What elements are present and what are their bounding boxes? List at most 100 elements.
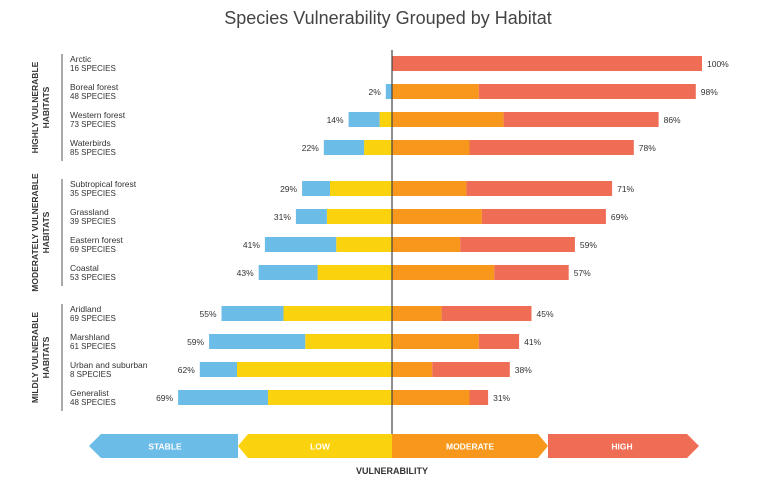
stable-bar <box>258 265 318 280</box>
legend-high-arrow <box>548 434 699 458</box>
group-label-line: HABITATS <box>41 336 51 378</box>
chart-title: Species Vulnerability Grouped by Habitat <box>224 8 552 28</box>
high-bar <box>494 265 569 280</box>
habitat-name: Urban and suburban <box>70 360 148 370</box>
species-count: 85 SPECIES <box>70 148 116 157</box>
right-percent-label: 98% <box>701 87 718 97</box>
moderate-bar <box>392 181 467 196</box>
stable-bar <box>221 306 284 321</box>
group-label: HIGHLY VULNERABLE HABITATS <box>30 61 51 153</box>
high-bar <box>469 140 634 155</box>
left-percent-label: 22% <box>302 143 319 153</box>
species-count: 69 SPECIES <box>70 314 116 323</box>
group-label-line: MILDLY VULNERABLE <box>30 312 40 403</box>
legend-label: HIGH <box>611 442 632 452</box>
high-bar <box>481 209 606 224</box>
left-percent-label: 62% <box>178 365 195 375</box>
stable-bar <box>295 209 327 224</box>
left-percent-label: 69% <box>156 393 173 403</box>
high-bar <box>432 362 510 377</box>
high-bar <box>503 112 659 127</box>
habitat-name: Coastal <box>70 263 99 273</box>
stable-bar <box>178 390 268 405</box>
left-percent-label: 59% <box>187 337 204 347</box>
left-percent-label: 43% <box>237 268 254 278</box>
left-percent-label: 14% <box>327 115 344 125</box>
habitat-name: Marshland <box>70 332 110 342</box>
right-percent-label: 69% <box>611 212 628 222</box>
legend-moderate-arrow <box>392 434 548 458</box>
right-percent-label: 71% <box>617 184 634 194</box>
species-count: 53 SPECIES <box>70 273 116 282</box>
high-bar <box>466 181 613 196</box>
low-bar <box>336 237 392 252</box>
right-percent-label: 41% <box>524 337 541 347</box>
species-count: 16 SPECIES <box>70 64 116 73</box>
species-count: 8 SPECIES <box>70 370 111 379</box>
species-count: 69 SPECIES <box>70 245 116 254</box>
habitat-name: Waterbirds <box>70 138 111 148</box>
moderate-bar <box>392 390 470 405</box>
right-percent-label: 86% <box>664 115 681 125</box>
legend-label: LOW <box>310 442 331 452</box>
high-bar <box>441 306 532 321</box>
left-percent-label: 31% <box>274 212 291 222</box>
high-bar <box>392 56 702 71</box>
low-bar <box>326 209 392 224</box>
right-percent-label: 78% <box>639 143 656 153</box>
species-count: 48 SPECIES <box>70 398 116 407</box>
stable-bar <box>209 334 306 349</box>
group-label-line: HABITATS <box>41 211 51 253</box>
moderate-bar <box>392 140 470 155</box>
high-bar <box>460 237 575 252</box>
habitat-name: Boreal forest <box>70 82 119 92</box>
left-percent-label: 29% <box>280 184 297 194</box>
habitat-name: Western forest <box>70 110 126 120</box>
high-bar <box>478 84 696 99</box>
low-bar <box>237 362 392 377</box>
legend-label: STABLE <box>148 442 182 452</box>
group-label-line: MODERATELY VULNERABLE <box>30 173 40 292</box>
right-percent-label: 57% <box>574 268 591 278</box>
left-percent-label: 2% <box>369 87 382 97</box>
stable-bar <box>264 237 337 252</box>
species-count: 48 SPECIES <box>70 92 116 101</box>
moderate-bar <box>392 265 495 280</box>
moderate-bar <box>392 334 479 349</box>
habitat-name: Eastern forest <box>70 235 124 245</box>
moderate-bar <box>392 112 504 127</box>
legend-label: MODERATE <box>446 442 494 452</box>
species-count: 39 SPECIES <box>70 217 116 226</box>
low-bar <box>379 112 392 127</box>
moderate-bar <box>392 84 479 99</box>
stable-bar <box>385 84 392 99</box>
x-axis-label: VULNERABILITY <box>356 466 428 476</box>
habitat-name: Grassland <box>70 207 109 217</box>
high-bar <box>478 334 520 349</box>
low-bar <box>364 140 392 155</box>
group-label: MODERATELY VULNERABLE HABITATS <box>30 173 51 292</box>
moderate-bar <box>392 362 433 377</box>
habitat-name: Arctic <box>70 54 92 64</box>
left-percent-label: 55% <box>199 309 216 319</box>
moderate-bar <box>392 306 442 321</box>
low-bar <box>317 265 392 280</box>
right-percent-label: 45% <box>537 309 554 319</box>
low-bar <box>305 334 392 349</box>
group-label-line: HIGHLY VULNERABLE <box>30 61 40 153</box>
species-count: 61 SPECIES <box>70 342 116 351</box>
species-count: 35 SPECIES <box>70 189 116 198</box>
stable-bar <box>323 140 365 155</box>
legend-stable-arrow <box>89 434 238 458</box>
